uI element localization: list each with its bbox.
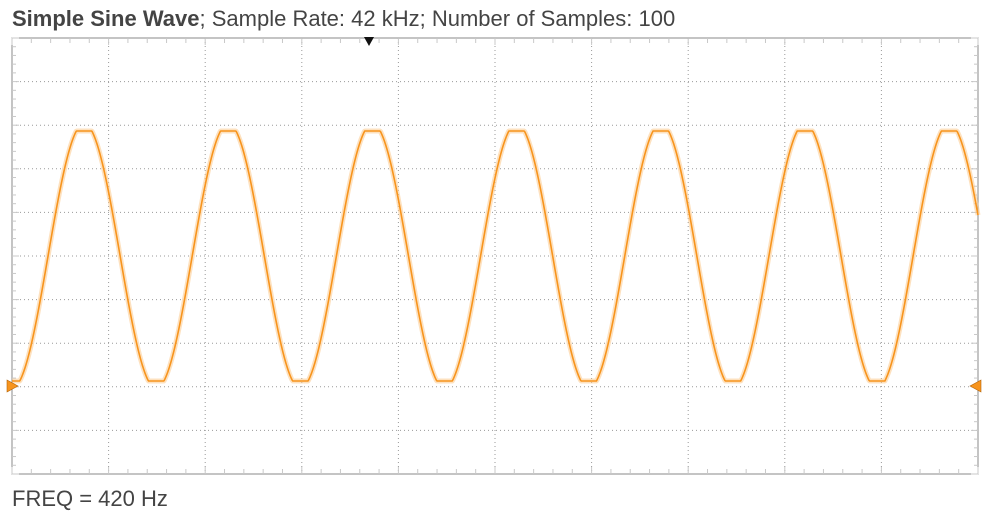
chart-title: Simple Sine Wave; Sample Rate: 42 kHz; N… xyxy=(12,4,675,34)
title-separator-2: ; xyxy=(419,6,426,31)
trigger-marker-icon xyxy=(364,37,374,46)
frequency-readout: FREQ = 420 Hz xyxy=(12,486,168,511)
level-marker-left-icon xyxy=(6,379,19,393)
sample-rate-label: Sample Rate: 42 kHz xyxy=(211,6,420,31)
title-separator: ; xyxy=(199,6,206,31)
title-name: Simple Sine Wave xyxy=(12,6,200,31)
sine-trace xyxy=(11,130,979,382)
markers xyxy=(6,37,982,393)
num-samples-label: Number of Samples: 100 xyxy=(431,6,676,31)
level-marker-right-icon xyxy=(969,379,982,393)
grid xyxy=(11,37,979,475)
trace-layer xyxy=(10,128,981,384)
